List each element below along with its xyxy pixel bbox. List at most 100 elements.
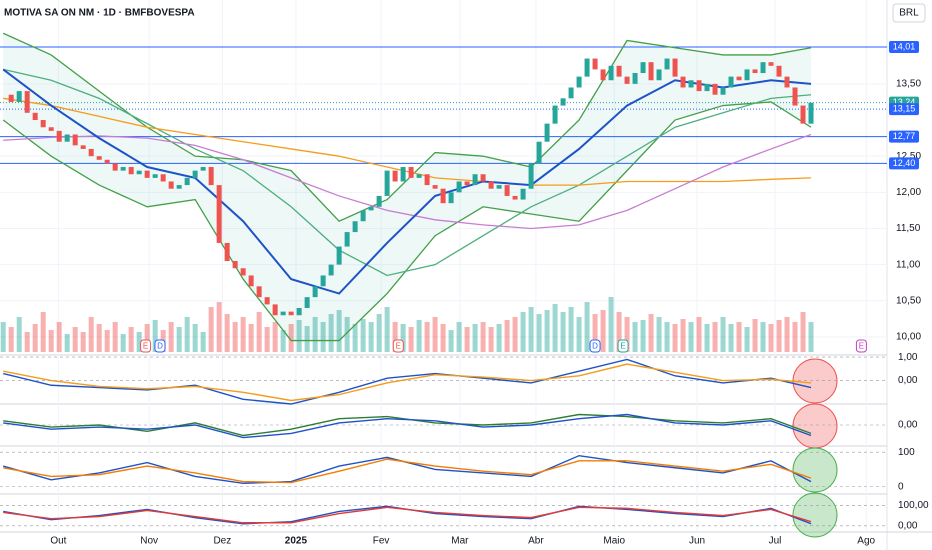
candle <box>480 174 486 182</box>
volume-bar <box>536 314 542 352</box>
volume-bar <box>184 317 190 352</box>
volume-bar <box>640 320 646 352</box>
volume-bar <box>560 312 566 352</box>
currency-box[interactable] <box>892 3 926 23</box>
volume-bar <box>512 317 518 352</box>
candle <box>56 130 62 142</box>
candle <box>200 167 206 171</box>
candle <box>736 76 742 81</box>
volume-bar <box>176 327 182 352</box>
volume-bar <box>728 324 734 352</box>
price-tag-label: 13,24 <box>893 97 916 107</box>
candle <box>696 80 702 92</box>
candle <box>328 264 334 276</box>
volume-bar <box>40 312 46 352</box>
candle <box>368 206 374 211</box>
volume-bar <box>680 319 686 352</box>
y-tick-label: 10,00 <box>896 332 921 343</box>
candle <box>288 311 294 316</box>
volume-bar <box>64 334 70 352</box>
highlight-circle <box>792 447 838 493</box>
oscillator-line <box>3 358 812 405</box>
y-tick-label: 13,50 <box>896 79 921 90</box>
volume-bar <box>800 312 806 352</box>
currency[interactable]: BRL <box>899 8 919 19</box>
volume-bar <box>48 330 54 352</box>
candle <box>312 286 318 298</box>
candle <box>800 105 806 124</box>
volume-bar <box>656 317 662 352</box>
candle <box>280 311 286 316</box>
volume-bar <box>336 310 342 352</box>
volume-bar <box>592 314 598 352</box>
event-marker <box>617 339 629 353</box>
volume-bar <box>368 322 374 352</box>
volume-bar <box>600 310 606 352</box>
event-label: E <box>859 342 864 351</box>
price-tag-label: 12,77 <box>893 131 916 141</box>
x-tick-label: 2025 <box>285 536 308 547</box>
event-label: D <box>157 342 163 351</box>
candle <box>240 268 246 276</box>
price-tag-label: 12,40 <box>893 158 916 168</box>
x-tick-label: Dez <box>213 536 231 547</box>
candle <box>176 185 182 189</box>
candle <box>624 76 630 84</box>
volume-bar <box>360 319 366 352</box>
pane-tick-label: 0,00 <box>898 420 918 431</box>
volume-bar <box>456 322 462 352</box>
x-tick-label: Nov <box>140 536 158 547</box>
candle <box>648 62 654 81</box>
volume-bar <box>216 302 222 352</box>
candle <box>128 167 134 175</box>
candle <box>96 156 102 160</box>
event-marker <box>140 339 152 353</box>
volume-bar <box>720 317 726 352</box>
event-label: E <box>143 342 148 351</box>
volume-bar <box>128 327 134 352</box>
candle <box>224 242 230 262</box>
x-tick-label: Out <box>50 536 66 547</box>
volume-bar <box>552 304 558 352</box>
volume-bar <box>424 322 430 352</box>
volume-bar <box>464 327 470 352</box>
pane-tick-label: 0 <box>898 481 904 492</box>
candle <box>24 91 30 113</box>
x-tick-label: Fev <box>373 536 390 547</box>
candle <box>616 65 622 77</box>
volume-bar <box>584 302 590 352</box>
x-tick-label: Jun <box>689 536 705 547</box>
volume-bar <box>440 324 446 352</box>
highlight-circle <box>792 403 838 449</box>
volume-bar <box>120 334 126 352</box>
price-tag-label: 14,01 <box>893 41 916 51</box>
candle <box>584 58 590 77</box>
event-label: E <box>396 342 401 351</box>
candle <box>688 80 694 88</box>
candle <box>272 304 278 316</box>
candle <box>192 170 198 178</box>
volume-bar <box>496 324 502 352</box>
candle <box>376 195 382 207</box>
volume-bar <box>320 322 326 352</box>
price-tag <box>889 103 919 116</box>
volume-bar <box>544 310 550 352</box>
candle <box>424 174 430 186</box>
volume-bar <box>224 314 230 352</box>
x-tick-label: Maio <box>603 536 625 547</box>
candle <box>8 94 14 102</box>
volume-bar <box>272 322 278 352</box>
highlight-circle <box>792 358 838 404</box>
candle <box>88 148 94 157</box>
candle <box>520 188 526 200</box>
volume-bar <box>624 317 630 352</box>
candle <box>344 232 350 247</box>
volume-bar <box>432 317 438 352</box>
volume-bar <box>296 320 302 352</box>
volume-bar <box>144 324 150 352</box>
candle <box>488 181 494 189</box>
indicator-line <box>2 101 812 342</box>
volume-bar <box>96 324 102 352</box>
